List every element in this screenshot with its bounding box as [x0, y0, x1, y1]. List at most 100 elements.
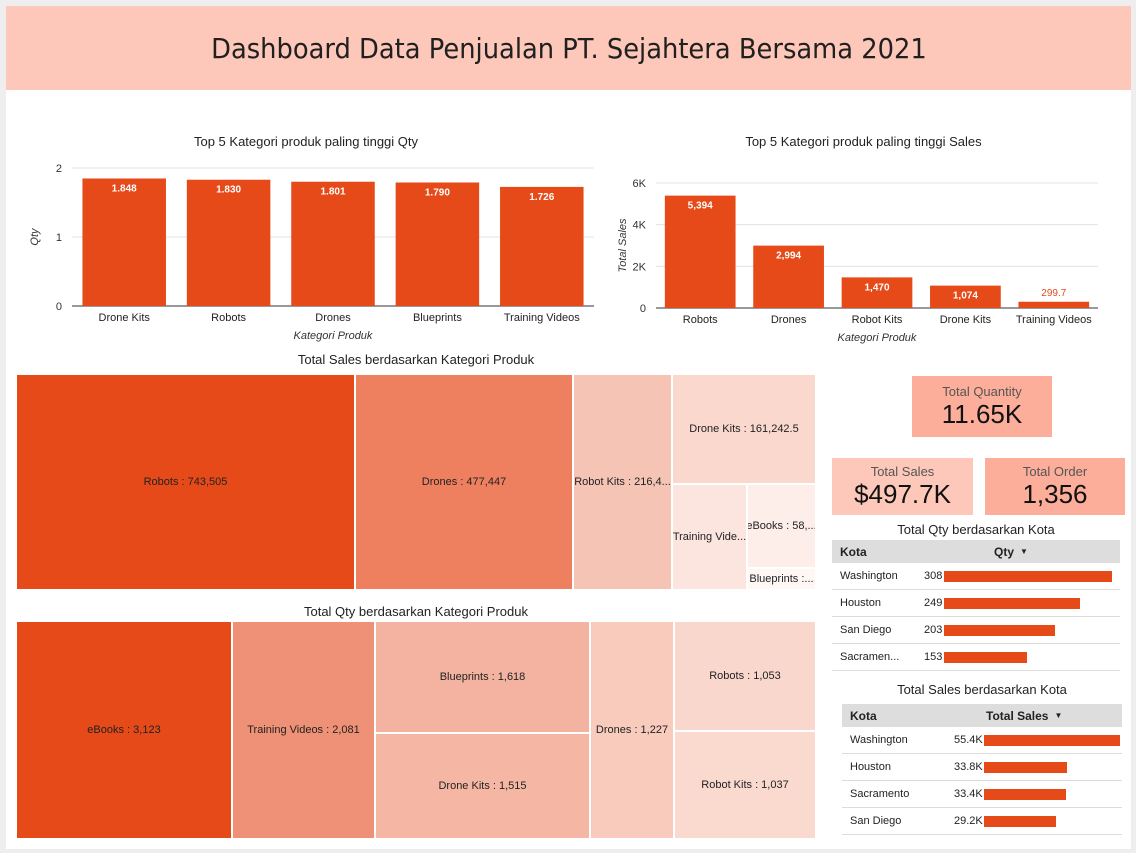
scorecard-total-sales: Total Sales $497.7K — [832, 458, 973, 515]
data-label: 299.7 — [1041, 288, 1066, 299]
column-header-label: Total Sales — [986, 708, 1049, 723]
value-cell: 153 — [924, 651, 943, 663]
x-tick-label: Drones — [315, 312, 351, 324]
city-cell: Houston — [840, 597, 881, 609]
table-header: Kota Qty ▼ — [832, 540, 1120, 563]
x-tick-label: Drone Kits — [99, 312, 151, 324]
value-cell: 33.4K — [954, 788, 983, 800]
city-cell: Washington — [840, 570, 898, 582]
treemap-cell-training-videos[interactable]: Training Vide... — [672, 484, 747, 590]
bar — [753, 245, 824, 308]
x-axis-label: Kategori Produk — [294, 330, 373, 342]
value-bar — [944, 652, 1028, 663]
city-cell: Sacramen... — [840, 651, 900, 663]
table-row[interactable]: Houston 249 — [832, 590, 1120, 617]
column-header-total-sales[interactable]: Total Sales ▼ — [986, 704, 1106, 727]
sales-treemap: Robots : 743,505 Drones : 477,447 Robot … — [16, 374, 816, 590]
value-bar — [984, 816, 1056, 827]
bar — [930, 285, 1001, 308]
value-bar — [944, 571, 1112, 582]
y-tick-label: 4K — [633, 220, 647, 232]
bar — [395, 182, 480, 306]
bar — [186, 179, 271, 306]
sales-bar-chart-title: Top 5 Kategori produk paling tinggi Sale… — [745, 134, 982, 149]
x-tick-label: Robots — [211, 312, 246, 324]
data-label: 5,394 — [688, 201, 713, 212]
y-tick-label: 2K — [633, 261, 647, 273]
treemap-cell-ebooks[interactable]: eBooks : 58,... — [747, 484, 816, 568]
treemap-cell-drones[interactable]: Drones : 477,447 — [355, 374, 573, 590]
table-row[interactable]: Sacramen... 153 — [832, 644, 1120, 671]
x-axis-label: Kategori Produk — [838, 332, 917, 344]
x-tick-label: Drone Kits — [940, 314, 992, 326]
table-row[interactable]: Washington 308 — [832, 563, 1120, 590]
value-cell: 55.4K — [954, 734, 983, 746]
value-cell: 249 — [924, 597, 943, 609]
treemap-cell-drone-kits[interactable]: Drone Kits : 1,515 — [375, 733, 590, 839]
treemap-cell-robots[interactable]: Robots : 743,505 — [16, 374, 355, 590]
data-label: 1.830 — [216, 185, 241, 196]
sales-city-table-title: Total Sales berdasarkan Kota — [897, 682, 1067, 697]
qty-treemap-title: Total Qty berdasarkan Kategori Produk — [303, 604, 528, 619]
table-row[interactable]: San Diego 203 — [832, 617, 1120, 644]
table-header: Kota Total Sales ▼ — [842, 704, 1122, 727]
treemap-cell-blueprints[interactable]: Blueprints :... — [747, 568, 816, 590]
y-tick-label: 6K — [633, 178, 647, 190]
qty-city-table: Kota Qty ▼ Washington 308 Houston 249 San Di… — [832, 540, 1120, 672]
sales-treemap-title: Total Sales berdasarkan Kategori Produk — [297, 352, 535, 367]
y-tick-label: 1 — [56, 232, 62, 244]
scorecard-total-quantity: Total Quantity 11.65K — [912, 376, 1052, 437]
treemap-cell-training-videos[interactable]: Training Videos : 2,081 — [232, 621, 375, 839]
data-label: 1.726 — [529, 192, 554, 203]
sort-down-icon: ▼ — [1020, 547, 1028, 556]
data-label: 1,470 — [864, 282, 889, 293]
value-cell: 203 — [924, 624, 943, 636]
table-row[interactable]: Houston 33.8K — [842, 754, 1122, 781]
y-axis-label: Qty — [29, 227, 41, 246]
y-axis-label: Total Sales — [617, 218, 629, 273]
scorecard-value: 1,356 — [1022, 479, 1088, 509]
treemap-cell-robot-kits[interactable]: Robot Kits : 216,4... — [573, 374, 672, 590]
column-header-label: Qty — [994, 544, 1015, 559]
treemap-cell-ebooks[interactable]: eBooks : 3,123 — [16, 621, 232, 839]
page-title: Dashboard Data Penjualan PT. Sejahtera B… — [210, 31, 927, 65]
scorecard-value: $497.7K — [854, 479, 951, 509]
city-cell: Sacramento — [850, 788, 910, 800]
bar — [1018, 301, 1090, 308]
treemap-cell-drone-kits[interactable]: Drone Kits : 161,242.5 — [672, 374, 816, 484]
treemap-cell-drones[interactable]: Drones : 1,227 — [590, 621, 674, 839]
treemap-cell-blueprints[interactable]: Blueprints : 1,618 — [375, 621, 590, 733]
x-tick-label: Training Videos — [504, 312, 580, 324]
table-row[interactable]: San Diego 29.2K — [842, 808, 1122, 835]
data-label: 1.790 — [425, 187, 450, 198]
x-tick-label: Robots — [683, 314, 718, 326]
city-cell: Houston — [850, 761, 891, 773]
x-tick-label: Training Videos — [1016, 314, 1092, 326]
scorecard-value: 11.65K — [941, 399, 1023, 429]
qty-bar-chart-title: Top 5 Kategori produk paling tinggi Qty — [193, 134, 419, 149]
dashboard-header: Dashboard Data Penjualan PT. Sejahtera B… — [6, 6, 1131, 90]
scorecard-label: Total Quantity — [942, 384, 1022, 399]
y-tick-label: 0 — [640, 303, 646, 315]
value-bar — [984, 762, 1067, 773]
city-cell: San Diego — [840, 624, 892, 636]
data-label: 1.801 — [320, 187, 345, 198]
data-label: 1.848 — [112, 183, 137, 194]
column-header-kota[interactable]: Kota — [840, 544, 867, 559]
table-row[interactable]: Washington 55.4K — [842, 727, 1122, 754]
x-tick-label: Blueprints — [413, 312, 462, 324]
column-header-kota[interactable]: Kota — [850, 708, 877, 723]
qty-bar-chart: 0 1 2 1.848 Drone Kits 1.830 Robots 1.801 Drones… — [29, 163, 594, 342]
bar — [291, 181, 375, 306]
bar — [664, 195, 736, 308]
sales-city-table: Kota Total Sales ▼ Washington 55.4K Housto… — [842, 704, 1122, 836]
scorecard-total-order: Total Order 1,356 — [985, 458, 1125, 515]
value-cell: 29.2K — [954, 815, 983, 827]
treemap-cell-robots[interactable]: Robots : 1,053 — [674, 621, 816, 731]
city-cell: Washington — [850, 734, 908, 746]
column-header-qty[interactable]: Qty ▼ — [994, 540, 1094, 563]
treemap-cell-robot-kits[interactable]: Robot Kits : 1,037 — [674, 731, 816, 839]
x-tick-label: Drones — [771, 314, 807, 326]
table-row[interactable]: Sacramento 33.4K — [842, 781, 1122, 808]
sales-bar-chart: 0 2K 4K 6K 5,394 Robots 2,994 Drones 1,470 Robot … — [617, 178, 1098, 344]
